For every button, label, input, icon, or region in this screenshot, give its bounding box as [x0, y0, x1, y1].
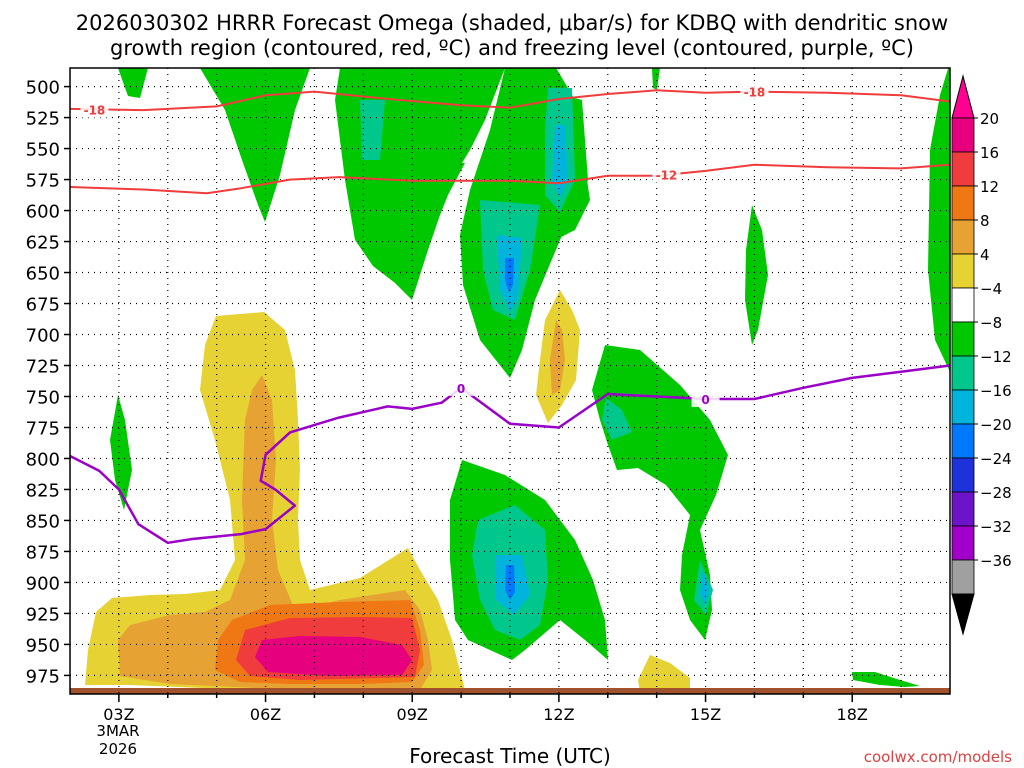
colorbar-label: 8	[980, 212, 990, 230]
colorbar-bottom-arrow	[951, 593, 975, 636]
omega-area-teal	[602, 398, 632, 440]
colorbar-swatch	[951, 253, 975, 289]
colorbar-swatch	[951, 559, 975, 595]
x-tick-label: 03Z	[103, 705, 134, 724]
x-tick-label: 06Z	[250, 705, 281, 724]
omega-area-green	[592, 345, 728, 640]
colorbar-swatch	[951, 355, 975, 391]
date-label-year: 2026	[99, 740, 137, 758]
omega-area-blue	[505, 565, 515, 600]
chart-subtitle: growth region (contoured, red, ºC) and f…	[110, 36, 914, 60]
colorbar-label: −8	[980, 314, 1002, 332]
omega-area-orange-light	[550, 320, 565, 395]
contour-label-background	[80, 101, 109, 118]
chart-title: 2026030302 HRRR Forecast Omega (shaded, …	[76, 11, 948, 35]
y-tick-label: 625	[26, 233, 60, 254]
omega-area-green	[928, 68, 950, 372]
omega-area-green	[335, 68, 505, 163]
contour-label-background	[740, 83, 769, 100]
x-axis-title: Forecast Time (UTC)	[409, 744, 611, 768]
y-tick-label: 700	[26, 326, 60, 347]
colorbar-label: −36	[980, 552, 1012, 570]
y-tick-label: 950	[26, 635, 60, 656]
colorbar-label: −16	[980, 382, 1012, 400]
colorbar: 20 16 12 8 4 −4 −8 −12 −16 −20 −24 −28 −32 −36	[951, 74, 1012, 636]
y-axis: 500 525 550 575 600 625 650 675 700 725 750 775 800 8…	[26, 78, 70, 687]
colorbar-label: 4	[980, 246, 990, 264]
y-tick-label: 525	[26, 109, 60, 130]
x-axis: 03Z 06Z 09Z 12Z 15Z 18Z	[103, 694, 902, 724]
y-tick-label: 650	[26, 264, 60, 285]
omega-area-teal	[360, 100, 385, 160]
omega-area-green	[200, 68, 310, 222]
x-tick-label: 12Z	[543, 705, 574, 724]
y-tick-label: 850	[26, 511, 60, 532]
y-tick-label: 800	[26, 449, 60, 470]
y-tick-label: 900	[26, 573, 60, 594]
y-tick-label: 750	[26, 387, 60, 408]
y-tick-label: 925	[26, 604, 60, 625]
y-tick-label: 600	[26, 202, 60, 223]
y-tick-label: 725	[26, 357, 60, 378]
ground-surface	[70, 688, 950, 694]
y-tick-label: 675	[26, 295, 60, 316]
x-tick-label: 09Z	[397, 705, 428, 724]
y-tick-label: 775	[26, 418, 60, 439]
contour-label-background	[447, 379, 476, 396]
freezing-level-line	[70, 364, 950, 545]
omega-area-magenta	[255, 636, 412, 676]
colorbar-swatch	[951, 287, 975, 323]
colorbar-swatch	[951, 219, 975, 255]
colorbar-label: −20	[980, 416, 1012, 434]
colorbar-swatch	[951, 423, 975, 459]
contour-label: -18	[744, 86, 766, 100]
colorbar-label: −4	[980, 280, 1002, 298]
omega-area-green	[745, 205, 768, 345]
colorbar-label: 16	[980, 144, 999, 162]
colorbar-swatch	[951, 151, 975, 187]
colorbar-label: −28	[980, 484, 1012, 502]
colorbar-swatch	[951, 457, 975, 493]
omega-area-blue	[505, 258, 514, 293]
x-tick-label: 15Z	[690, 705, 721, 724]
omega-area-cyan	[700, 570, 710, 605]
omega-area-yellow	[638, 655, 690, 692]
date-label-day: 3MAR	[96, 722, 139, 740]
y-tick-label: 875	[26, 542, 60, 563]
contour-label: 0	[457, 382, 465, 396]
colorbar-label: 12	[980, 178, 999, 196]
y-tick-label: 825	[26, 480, 60, 501]
colorbar-label: −24	[980, 450, 1012, 468]
contour-label-background	[691, 390, 720, 407]
colorbar-swatch	[951, 389, 975, 425]
colorbar-swatch	[951, 525, 975, 561]
omega-area-green	[652, 68, 660, 90]
y-tick-label: 550	[26, 140, 60, 161]
dgz-contour-line	[70, 89, 950, 112]
colorbar-swatch	[951, 491, 975, 527]
dgz-contour-line	[70, 163, 950, 195]
x-tick-label: 18Z	[837, 705, 868, 724]
contour-label: -12	[656, 169, 678, 183]
colorbar-swatch	[951, 185, 975, 221]
colorbar-swatch	[951, 117, 975, 153]
contour-label: 0	[701, 393, 709, 407]
omega-area-green	[110, 395, 132, 510]
credit-text: coolwx.com/models	[864, 748, 1012, 766]
colorbar-swatch	[951, 321, 975, 357]
y-tick-label: 575	[26, 171, 60, 192]
contour-lines: -18 -18 -12 0 0	[70, 83, 950, 545]
contour-label: -18	[84, 104, 106, 118]
omega-area-green	[852, 672, 920, 687]
colorbar-top-arrow	[951, 74, 975, 119]
colorbar-label: −12	[980, 348, 1012, 366]
omega-area-green	[118, 68, 148, 98]
contour-label-background	[652, 166, 681, 183]
colorbar-label: −32	[980, 518, 1012, 536]
colorbar-label: 20	[980, 110, 999, 128]
y-tick-label: 500	[26, 78, 60, 99]
y-tick-label: 975	[26, 666, 60, 687]
